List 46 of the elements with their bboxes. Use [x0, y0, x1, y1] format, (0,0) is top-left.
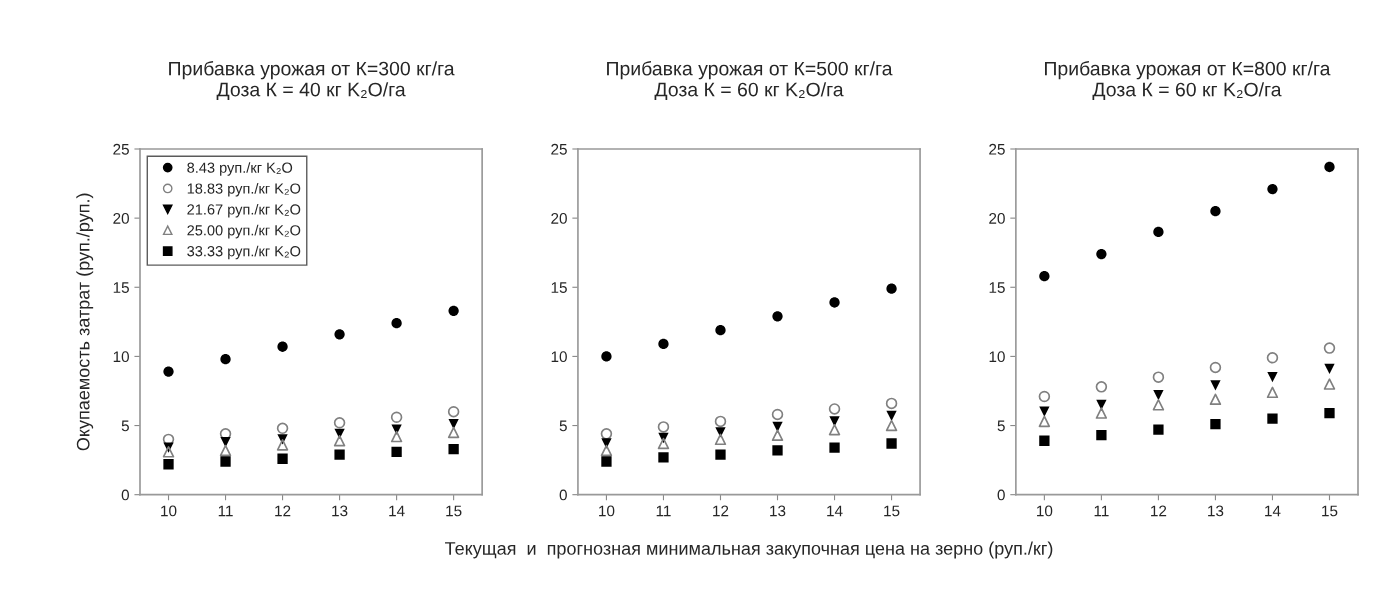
y-tick-label: 10: [551, 351, 567, 363]
x-tick-label: 11: [656, 505, 671, 517]
x-tick-label: 15: [884, 505, 900, 517]
chart-title: Прибавка урожая от К=800 кг/га Доза К = 60 кг K₂O/га: [1045, 61, 1331, 101]
y-tick-label: 20: [113, 213, 129, 224]
chart-title: Прибавка урожая от К=300 кг/га Доза К = 40 кг K₂O/га: [169, 61, 455, 101]
y-tick-label: 10: [989, 351, 1005, 363]
y-tick-label: 5: [559, 420, 567, 432]
x-tick-label: 11: [1094, 505, 1109, 517]
x-tick-label: 14: [1265, 505, 1281, 517]
y-tick-label: 25: [113, 143, 129, 155]
x-axis-title: Текущая и прогнозная минимальная закупочная цена на зерно (руп./кг): [445, 541, 1053, 559]
y-tick-label: 10: [113, 351, 129, 363]
x-tick-label: 13: [770, 505, 786, 517]
x-tick-label: 13: [332, 505, 348, 517]
x-tick-label: 10: [161, 505, 177, 517]
y-tick-label: 0: [997, 489, 1005, 501]
y-tick-label: 0: [559, 489, 567, 501]
legend-label: 21.67 руп./кг K₂O: [187, 203, 301, 218]
y-tick-label: 20: [989, 213, 1005, 224]
x-tick-label: 12: [1151, 505, 1167, 517]
x-tick-label: 10: [599, 505, 615, 517]
x-tick-label: 14: [827, 505, 843, 517]
x-tick-label: 15: [446, 505, 462, 517]
x-tick-label: 10: [1037, 505, 1053, 517]
y-tick-label: 5: [997, 420, 1005, 432]
x-tick-label: 12: [275, 505, 291, 517]
y-axis-title: Окупаемость затрат (руп./руп.): [76, 193, 94, 451]
x-tick-label: 13: [1208, 505, 1224, 517]
y-tick-label: 25: [551, 143, 567, 155]
y-tick-label: 5: [121, 420, 129, 432]
chart-title: Прибавка урожая от К=500 кг/га Доза К = 60 кг K₂O/га: [607, 61, 893, 101]
legend-label: 33.33 руп./кг K₂O: [187, 245, 301, 260]
legend-label: 8.43 руп./кг K₂O: [187, 162, 293, 176]
legend-label: 18.83 руп./кг K₂O: [187, 183, 301, 197]
x-tick-label: 15: [1322, 505, 1338, 517]
legend-label: 25.00 руп./кг K₂O: [187, 224, 301, 239]
y-tick-label: 20: [551, 213, 567, 224]
y-tick-label: 25: [989, 143, 1005, 155]
y-tick-label: 15: [551, 282, 567, 293]
x-tick-label: 12: [713, 505, 729, 517]
x-tick-label: 14: [389, 505, 405, 517]
y-tick-label: 15: [113, 282, 129, 293]
y-tick-label: 15: [989, 282, 1005, 293]
y-tick-label: 0: [121, 489, 129, 501]
x-tick-label: 11: [218, 505, 233, 517]
